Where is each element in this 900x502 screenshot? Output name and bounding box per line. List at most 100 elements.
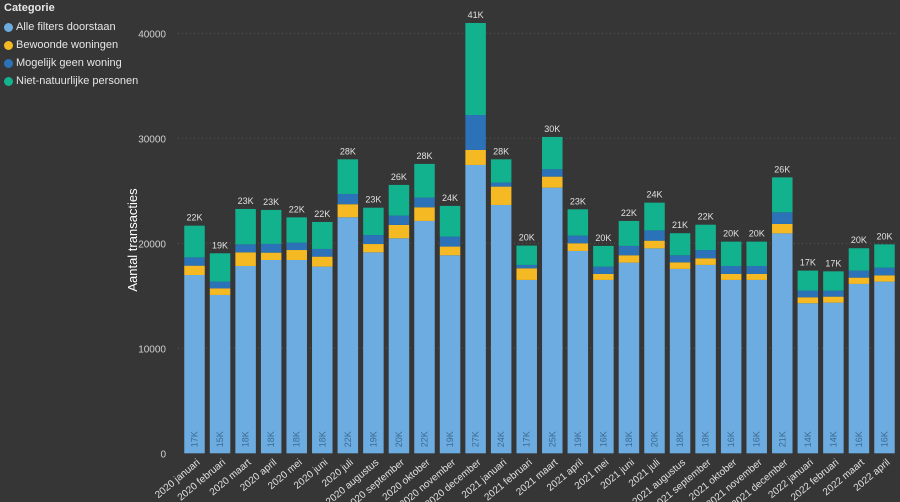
segment-data-label: 18K — [701, 431, 711, 447]
legend-item[interactable]: Niet-natuurlijke personen — [4, 72, 138, 90]
legend-marker-icon — [4, 22, 13, 32]
bar-segment-niet-natuurlijke-personen — [618, 220, 640, 246]
legend-items: Alle filters doorstaan Bewoonde woningen M… — [4, 18, 138, 90]
bar-segment-bewoonde-woningen — [823, 296, 844, 303]
total-data-label: 22K — [314, 209, 330, 219]
bar-segment-bewoonde-woningen — [388, 224, 410, 239]
bar-segment-alle-filters-doorstaan — [465, 164, 486, 454]
bar-segment-niet-natuurlijke-personen — [516, 245, 537, 265]
total-data-label: 17K — [825, 258, 841, 268]
bar-segment-mogelijk-geen-woning — [184, 257, 205, 266]
total-data-label: 20K — [876, 231, 892, 241]
bar-segment-niet-natuurlijke-personen — [439, 205, 461, 237]
segment-data-label: 16K — [752, 431, 762, 447]
bar-stack: 20K 16K — [874, 231, 895, 454]
segment-data-label: 22K — [420, 431, 430, 447]
legend-label: Mogelijk geen woning — [16, 57, 122, 69]
total-data-label: 23K — [570, 196, 586, 206]
bar-segment-bewoonde-woningen — [312, 256, 333, 267]
segment-data-label: 20K — [650, 431, 660, 447]
bar-segment-mogelijk-geen-woning — [388, 215, 410, 225]
segment-data-label: 20K — [394, 431, 404, 447]
bar-stack: 23K 18K — [235, 196, 256, 454]
bar-segment-bewoonde-woningen — [260, 252, 282, 260]
total-data-label: 22K — [621, 208, 637, 218]
bar-segment-niet-natuurlijke-personen — [593, 245, 614, 267]
bar-segment-mogelijk-geen-woning — [567, 235, 589, 244]
bar-segment-niet-natuurlijke-personen — [209, 253, 231, 282]
bar-segment-bewoonde-woningen — [465, 149, 486, 165]
bar-segment-bewoonde-woningen — [363, 244, 384, 253]
bar-segment-alle-filters-doorstaan — [542, 187, 563, 454]
bar-segment-alle-filters-doorstaan — [593, 279, 614, 454]
bar-segment-niet-natuurlijke-personen — [669, 233, 691, 256]
bar-segment-niet-natuurlijke-personen — [286, 217, 307, 243]
y-tick-label: 20000 — [138, 239, 166, 250]
bar-segment-alle-filters-doorstaan — [746, 279, 767, 454]
bar-stack: 23K 18K — [260, 197, 282, 454]
legend-title: Categorie — [4, 2, 55, 14]
bar-segment-niet-natuurlijke-personen — [388, 184, 410, 216]
bar-segment-niet-natuurlijke-personen — [363, 207, 384, 236]
bar-segment-bewoonde-woningen — [286, 250, 307, 260]
segment-data-label: 19K — [573, 431, 583, 447]
segment-data-label: 18K — [241, 431, 251, 447]
bar-segment-niet-natuurlijke-personen — [414, 163, 435, 198]
segment-data-label: 18K — [266, 431, 276, 447]
bar-segment-alle-filters-doorstaan — [184, 275, 205, 454]
bar-segment-niet-natuurlijke-personen — [746, 241, 767, 266]
bar-segment-mogelijk-geen-woning — [312, 248, 333, 257]
legend-item[interactable]: Bewoonde woningen — [4, 36, 138, 54]
bar-segment-alle-filters-doorstaan — [695, 264, 716, 454]
legend-label: Niet-natuurlijke personen — [16, 75, 139, 87]
total-data-label: 20K — [595, 233, 611, 243]
bar-stack: 20K 16K — [720, 229, 742, 454]
bar-segment-mogelijk-geen-woning — [644, 230, 665, 241]
total-data-label: 23K — [263, 197, 279, 207]
bar-segment-alle-filters-doorstaan — [235, 265, 256, 454]
segment-data-label: 17K — [190, 431, 200, 447]
total-data-label: 41K — [468, 10, 484, 20]
bar-segment-mogelijk-geen-woning — [695, 250, 716, 259]
total-data-label: 22K — [698, 212, 714, 222]
bar-segment-alle-filters-doorstaan — [874, 281, 895, 454]
bar-segment-alle-filters-doorstaan — [669, 268, 691, 454]
bar-segment-alle-filters-doorstaan — [772, 233, 793, 454]
segment-data-label: 16K — [726, 431, 736, 447]
legend-marker-icon — [4, 40, 13, 50]
bar-segment-mogelijk-geen-woning — [516, 264, 537, 269]
total-data-label: 20K — [851, 235, 867, 245]
total-data-label: 26K — [774, 164, 790, 174]
bar-stack: 22K 18K — [286, 204, 307, 454]
segment-data-label: 16K — [880, 431, 890, 447]
bar-segment-alle-filters-doorstaan — [797, 303, 819, 454]
bar-stack: 23K 19K — [363, 195, 384, 454]
bar-segment-niet-natuurlijke-personen — [797, 270, 819, 291]
bar-stack: 22K 18K — [312, 209, 333, 454]
total-data-label: 23K — [365, 195, 381, 205]
segment-data-label: 15K — [215, 431, 225, 447]
bar-segment-bewoonde-woningen — [516, 268, 537, 280]
bar-segment-mogelijk-geen-woning — [337, 193, 359, 205]
y-tick-label: 30000 — [138, 134, 166, 145]
bar-stack: 30K 25K — [542, 124, 563, 454]
bar-segment-mogelijk-geen-woning — [542, 169, 563, 177]
total-data-label: 23K — [238, 196, 254, 206]
legend-item[interactable]: Alle filters doorstaan — [4, 18, 138, 36]
total-data-label: 21K — [672, 220, 688, 230]
legend-item[interactable]: Mogelijk geen woning — [4, 54, 138, 72]
total-data-label: 19K — [212, 240, 228, 250]
bar-segment-alle-filters-doorstaan — [312, 266, 333, 454]
total-data-label: 17K — [800, 258, 816, 268]
bar-segment-alle-filters-doorstaan — [720, 279, 742, 454]
bar-segment-niet-natuurlijke-personen — [465, 23, 486, 115]
bar-segment-alle-filters-doorstaan — [823, 302, 844, 454]
bar-segment-mogelijk-geen-woning — [874, 267, 895, 276]
bar-segment-bewoonde-woningen — [209, 288, 231, 295]
bar-segment-alle-filters-doorstaan — [414, 220, 435, 454]
bar-segment-mogelijk-geen-woning — [669, 255, 691, 263]
total-data-label: 20K — [723, 229, 739, 239]
bar-segment-alle-filters-doorstaan — [337, 217, 359, 454]
bar-stack: 22K 17K — [184, 213, 205, 454]
